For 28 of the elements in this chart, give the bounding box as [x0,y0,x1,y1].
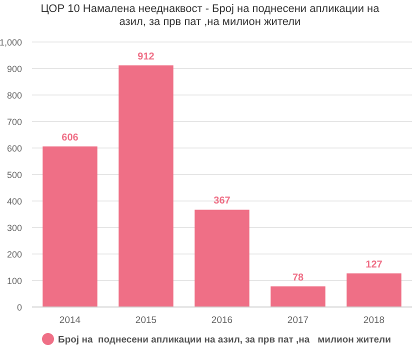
data-label: 912 [138,51,155,62]
data-label: 606 [62,132,79,144]
bar [270,286,326,307]
y-tick-label: 200 [6,250,22,260]
bar [42,146,98,307]
bar [118,65,174,307]
data-label: 367 [214,196,231,207]
x-tick-label: 2015 [135,315,157,326]
bar [194,210,250,307]
y-tick-label: 500 [6,170,22,180]
data-label: 127 [366,259,383,270]
x-tick-label: 2016 [211,315,233,326]
legend-label: Број на поднесени апликации на азил, за прв пат ,на милион жители [58,334,392,346]
data-label: 78 [292,272,304,284]
y-tick-label: 300 [6,223,22,233]
y-tick-label: 700 [6,117,22,127]
y-tick-label: 400 [6,196,22,206]
y-tick-label: 900 [6,64,22,74]
x-tick-label: 2017 [287,315,309,326]
y-tick-label: 1,000 [0,38,22,48]
chart-title: ЦОР 10 Намалена нееднаквост - Број на поднесени апликации на азил, за прв пат ,на милион жители [40,3,380,28]
y-tick-label: 800 [6,90,22,100]
y-tick-label: 100 [6,276,22,286]
y-tick-label: 600 [6,144,22,154]
bar [346,273,402,307]
y-tick-label: 0 [16,302,22,312]
x-tick-label: 2018 [363,315,385,326]
x-tick-label: 2014 [59,315,81,326]
